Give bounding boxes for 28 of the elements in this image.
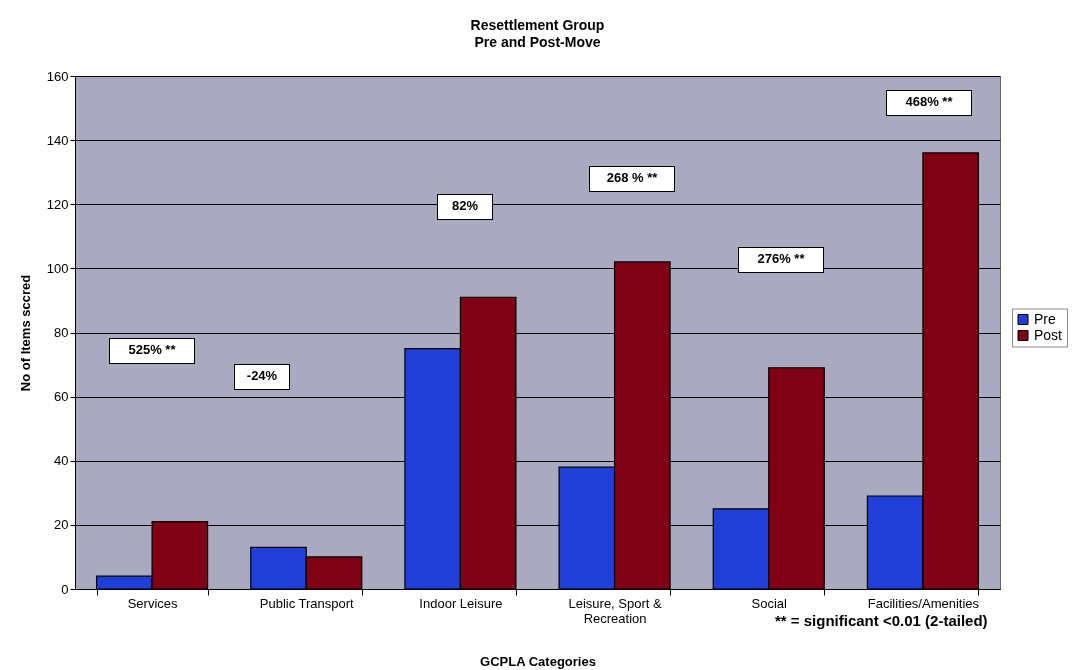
x-tick-label: Services: [127, 595, 178, 611]
y-tick-label: 160: [46, 68, 69, 84]
annotation: -24%: [234, 364, 290, 390]
y-tick-label: 140: [46, 132, 69, 148]
annotation: 268 % **: [589, 166, 675, 192]
y-tick-label: 100: [46, 260, 69, 276]
y-tick-label: 40: [54, 453, 69, 469]
y-tick-label: 120: [46, 196, 69, 212]
legend-label: Post: [1034, 326, 1063, 343]
annotation: 525% **: [109, 338, 195, 364]
legend-label: Pre: [1034, 310, 1056, 327]
x-tick-label: Facilities/Amenities: [867, 595, 980, 611]
text: ** = significant <0.01 (2-tailed): [775, 612, 988, 629]
chart-title: Resettlement Group: [470, 17, 605, 33]
x-tick-label: Leisure, Sport & Recreation: [568, 595, 663, 626]
x-tick-label: Public Transport: [259, 595, 355, 611]
y-tick-label: 20: [54, 517, 69, 533]
x-tick-label: Social: [751, 595, 788, 611]
x-axis-title: GCPLA Categories: [480, 653, 596, 669]
y-tick-label: 0: [61, 581, 69, 597]
annotation: 82%: [437, 194, 493, 220]
chart-subtitle: Pre and Post-Move: [474, 34, 601, 50]
annotation: 468% **: [886, 90, 972, 116]
y-tick-label: 60: [54, 389, 69, 405]
y-axis-title: No of Items sccred: [17, 274, 33, 392]
y-tick-label: 80: [54, 325, 69, 340]
annotation: 276% **: [738, 247, 824, 273]
x-tick-label: Indoor Leisure: [419, 595, 503, 611]
